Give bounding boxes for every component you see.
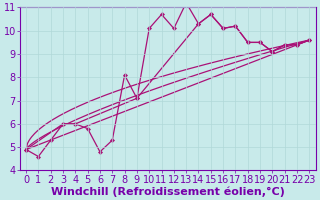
X-axis label: Windchill (Refroidissement éolien,°C): Windchill (Refroidissement éolien,°C): [51, 186, 284, 197]
